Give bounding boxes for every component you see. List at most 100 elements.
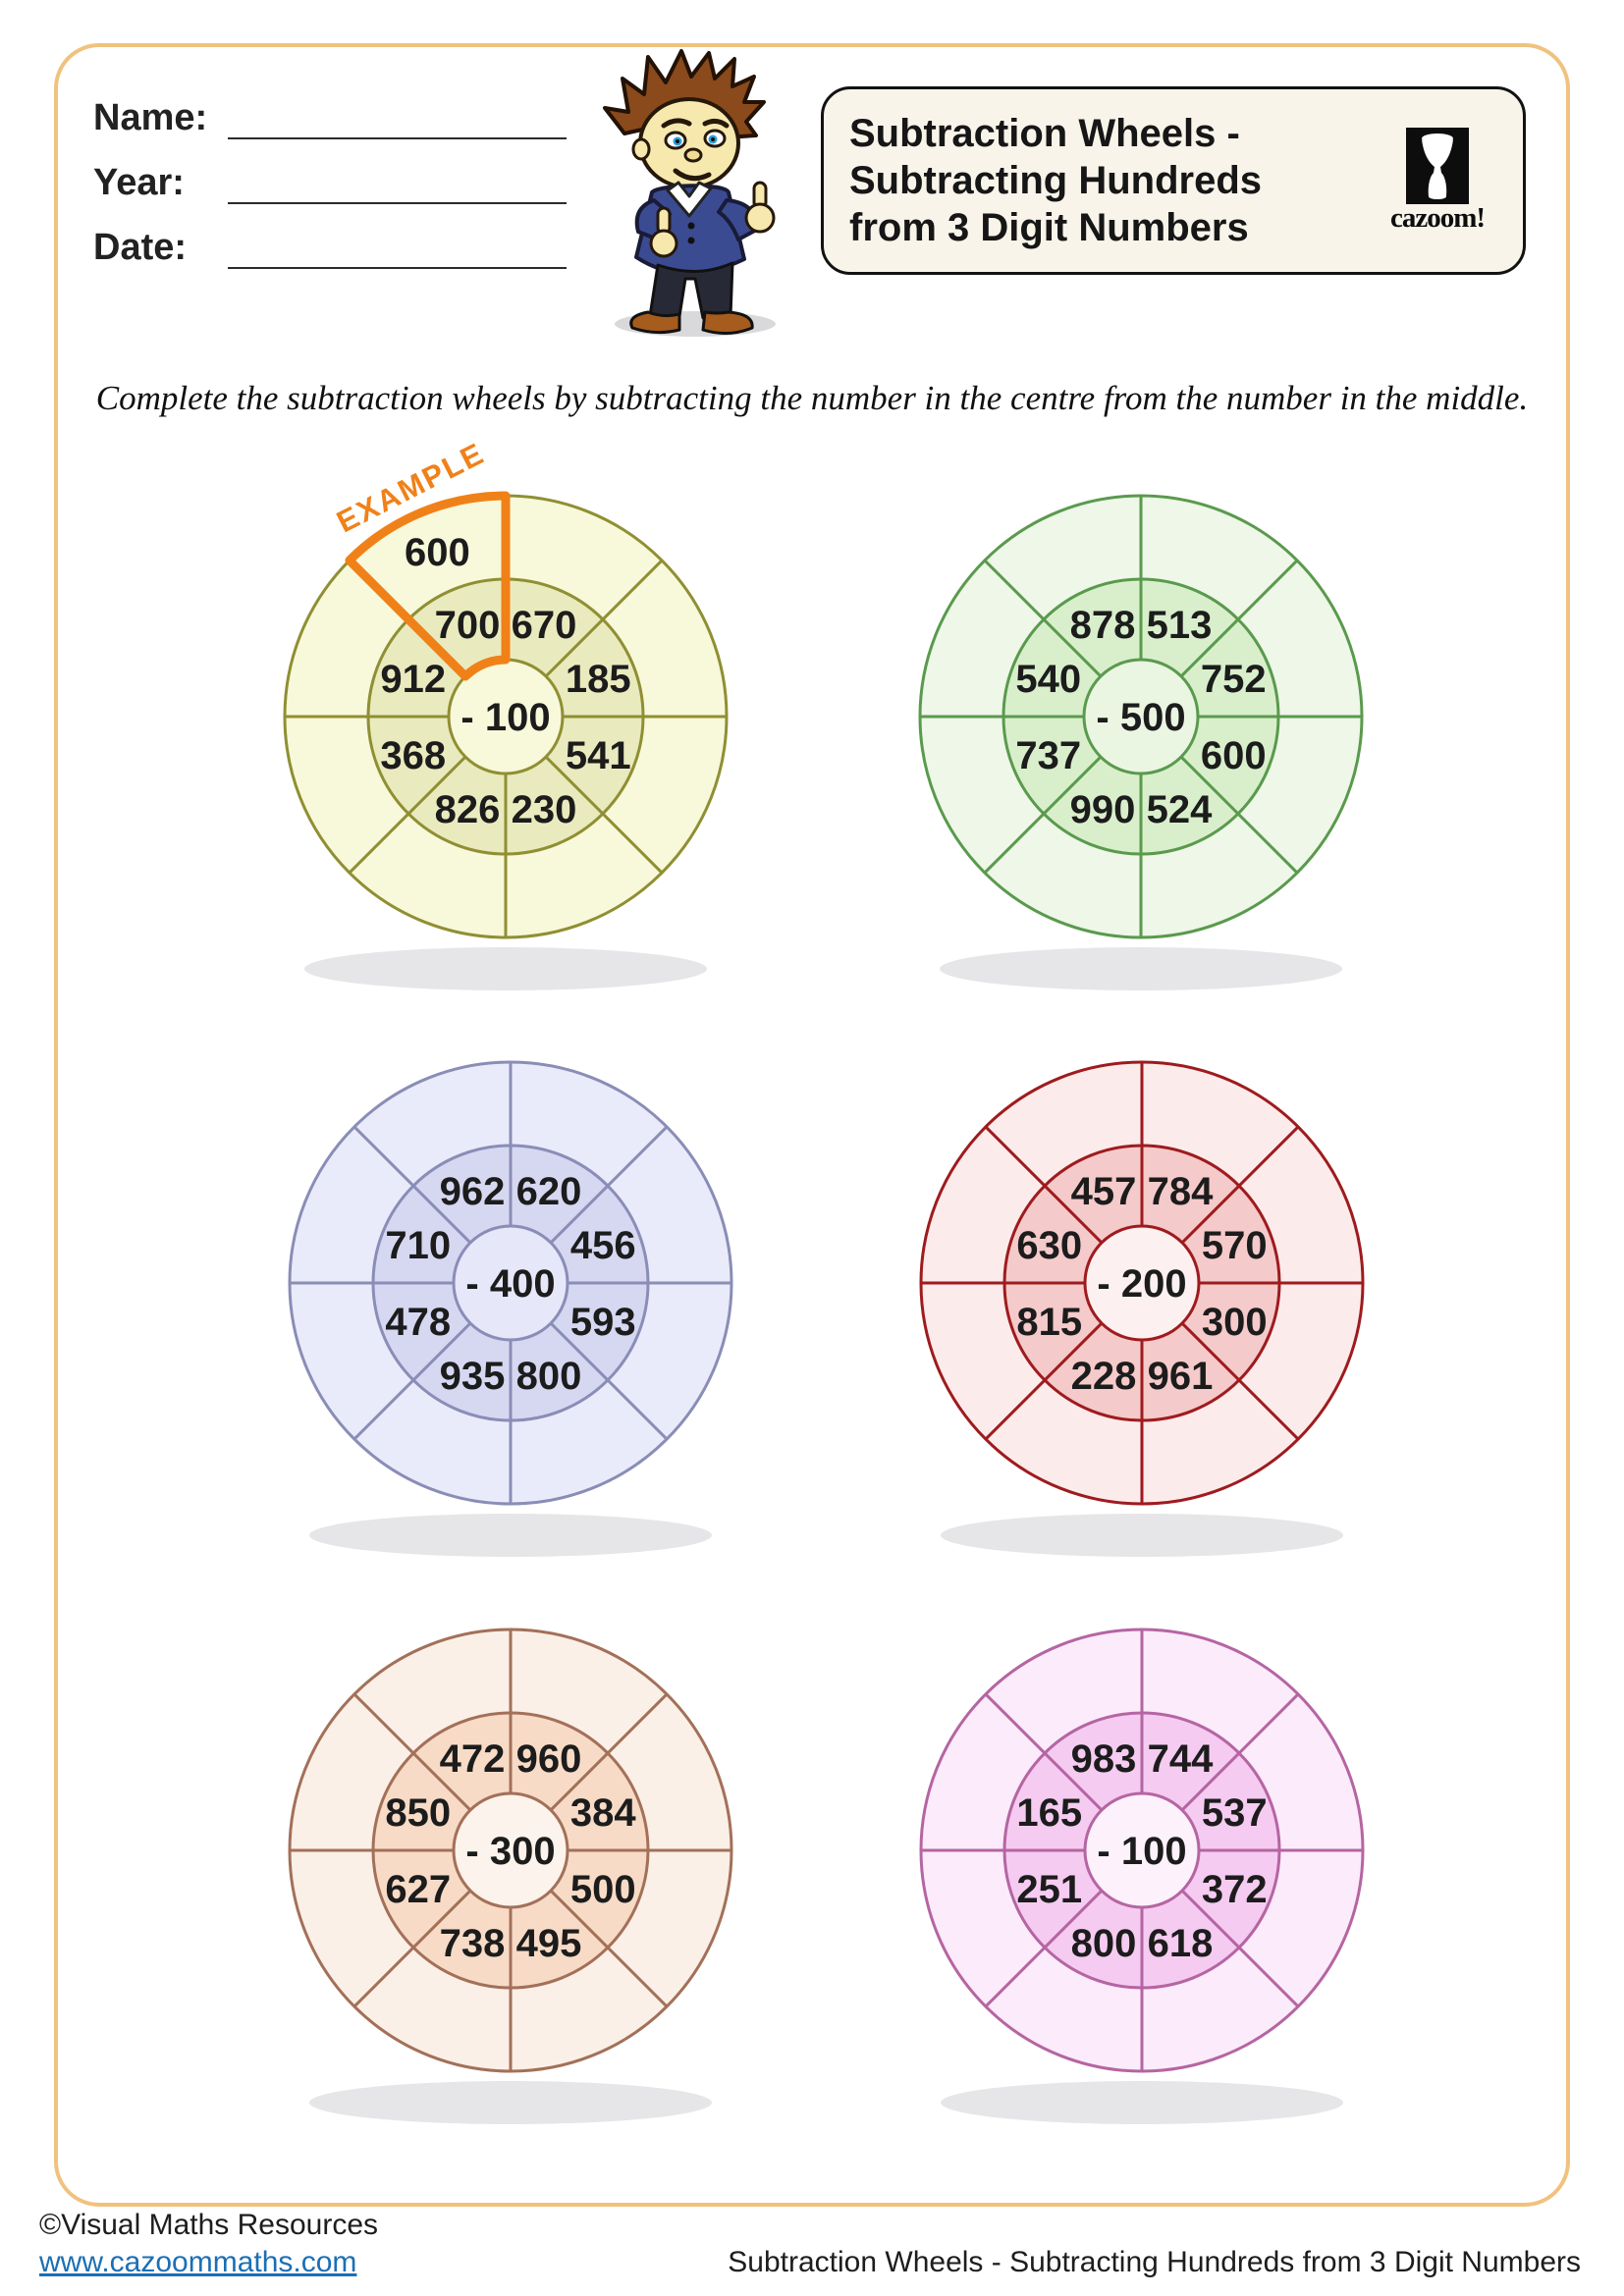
inner-ring-value: 456 [570, 1224, 636, 1267]
wheel-spoke [984, 1125, 1104, 1245]
wheel-spoke [549, 1125, 669, 1245]
inner-ring-value: 372 [1202, 1868, 1268, 1911]
inner-ring-value: 540 [1015, 658, 1081, 701]
inner-ring-value: 513 [1147, 604, 1213, 647]
inner-ring-value: 230 [512, 788, 577, 831]
mascot-shoe-right [701, 310, 754, 335]
inner-ring-value: 500 [570, 1868, 636, 1911]
title-line-2: Subtracting Hundreds [849, 159, 1263, 202]
wheel-spoke [1180, 1889, 1300, 2008]
wheel-spoke [984, 1889, 1104, 2008]
mascot-mouth [673, 168, 712, 182]
wheel-hub [452, 1791, 569, 1909]
wheel-hub [1083, 1791, 1201, 1909]
worksheet-title: Subtraction Wheels - Subtracting Hundred… [824, 110, 1360, 251]
wheel-center-operation: - 200 [1097, 1262, 1186, 1306]
inner-ring-value: 600 [1201, 734, 1267, 777]
wheel-spoke [352, 1321, 472, 1441]
date-label: Date: [93, 227, 188, 268]
wheel-center-operation: - 300 [465, 1830, 555, 1873]
wheel-spoke [549, 1889, 669, 2008]
wheel-ground-shadow [941, 1514, 1343, 1557]
student-fields: Name: Year: Date: [93, 94, 567, 289]
inner-ring-value: 165 [1016, 1791, 1082, 1835]
subtraction-wheel-green: 878 513 752 600 524 990 737 540 - 500 [918, 494, 1364, 990]
inner-ring-value: 384 [570, 1791, 636, 1835]
inner-ring-value: 620 [516, 1170, 582, 1213]
outer-ring-answer: 600 [405, 531, 470, 574]
inner-ring-value: 700 [435, 604, 501, 647]
wheel-hub [1082, 658, 1200, 775]
inner-ring-value: 710 [385, 1224, 451, 1267]
page-border-frame [54, 43, 1570, 2207]
name-field-row: Name: [93, 94, 567, 139]
wheel-ground-shadow [309, 1514, 712, 1557]
wheel-center-operation: - 500 [1096, 696, 1185, 739]
wheel-spoke [1180, 1692, 1300, 1812]
wheel-spoke [983, 559, 1103, 678]
year-field-row: Year: [93, 159, 567, 204]
mascot-ear [631, 137, 651, 161]
name-input-line[interactable] [228, 98, 567, 139]
wheel-spoke [352, 1692, 472, 1812]
title-line-1: Subtraction Wheels - [849, 112, 1240, 155]
wheel-center-operation: - 100 [460, 696, 550, 739]
title-box: Subtraction Wheels - Subtracting Hundred… [821, 86, 1526, 275]
inner-ring-value: 784 [1148, 1170, 1214, 1213]
inner-ring-value: 738 [440, 1922, 506, 1965]
mascot-collar [666, 181, 713, 218]
mascot-nose [683, 147, 703, 163]
cazoom-logo-text: cazoom! [1389, 201, 1486, 234]
cazoommaths-link[interactable]: www.cazoommaths.com [39, 2246, 357, 2278]
inner-ring-value: 537 [1202, 1791, 1268, 1835]
wheel-center-operation: - 400 [465, 1262, 555, 1306]
wheel-spoke [549, 1321, 669, 1441]
inner-ring-value: 744 [1148, 1737, 1214, 1781]
subtraction-wheel-red: 457 784 570 300 961 228 815 630 - 200 [919, 1060, 1365, 1557]
wheel-spoke [1179, 559, 1299, 678]
mascot-trousers [648, 261, 734, 320]
inner-ring-value: 300 [1202, 1301, 1268, 1344]
cazoom-drum-icon [1406, 127, 1469, 204]
inner-ring-value: 912 [380, 658, 446, 701]
inner-ring-value: 752 [1201, 658, 1267, 701]
wheel-spoke [352, 1125, 472, 1245]
inner-ring-value: 826 [435, 788, 501, 831]
date-input-line[interactable] [228, 228, 567, 269]
wheel-spoke [983, 755, 1103, 875]
inner-ring-value: 570 [1202, 1224, 1268, 1267]
inner-ring-value: 962 [440, 1170, 506, 1213]
inner-ring-value: 495 [516, 1922, 582, 1965]
footer-worksheet-title: Subtraction Wheels - Subtracting Hundred… [728, 2246, 1581, 2278]
wheel-hub [452, 1224, 569, 1342]
inner-ring-value: 990 [1070, 788, 1136, 831]
inner-ring-value: 670 [512, 604, 577, 647]
inner-ring-value: 815 [1016, 1301, 1082, 1344]
inner-ring-value: 185 [566, 658, 631, 701]
wheel-spoke [544, 755, 664, 875]
wheel-hub [1083, 1224, 1201, 1342]
inner-ring-value: 850 [385, 1791, 451, 1835]
subtraction-wheel-pink: 983 744 537 372 618 800 251 165 - 100 [919, 1628, 1365, 2124]
year-input-line[interactable] [228, 163, 567, 204]
mascot-button [687, 237, 695, 244]
title-line-3: from 3 Digit Numbers [849, 206, 1249, 249]
inner-ring-value: 630 [1016, 1224, 1082, 1267]
inner-ring-value: 228 [1071, 1355, 1137, 1398]
wheel-spoke [984, 1321, 1104, 1441]
inner-ring-value: 800 [516, 1355, 582, 1398]
wheel-ground-shadow [941, 2081, 1343, 2124]
inner-ring-value: 524 [1147, 788, 1213, 831]
inner-ring-value: 800 [1071, 1922, 1137, 1965]
wheel-center-operation: - 100 [1097, 1830, 1186, 1873]
inner-ring-value: 961 [1148, 1355, 1214, 1398]
inner-ring-value: 368 [380, 734, 446, 777]
wheel-spoke [1180, 1125, 1300, 1245]
inner-ring-value: 878 [1070, 604, 1136, 647]
year-label: Year: [93, 162, 185, 203]
inner-ring-value: 472 [440, 1737, 506, 1781]
mascot-eyebrow-left [661, 118, 692, 129]
inner-ring-value: 627 [385, 1868, 451, 1911]
mascot-pupil-right [711, 137, 715, 141]
